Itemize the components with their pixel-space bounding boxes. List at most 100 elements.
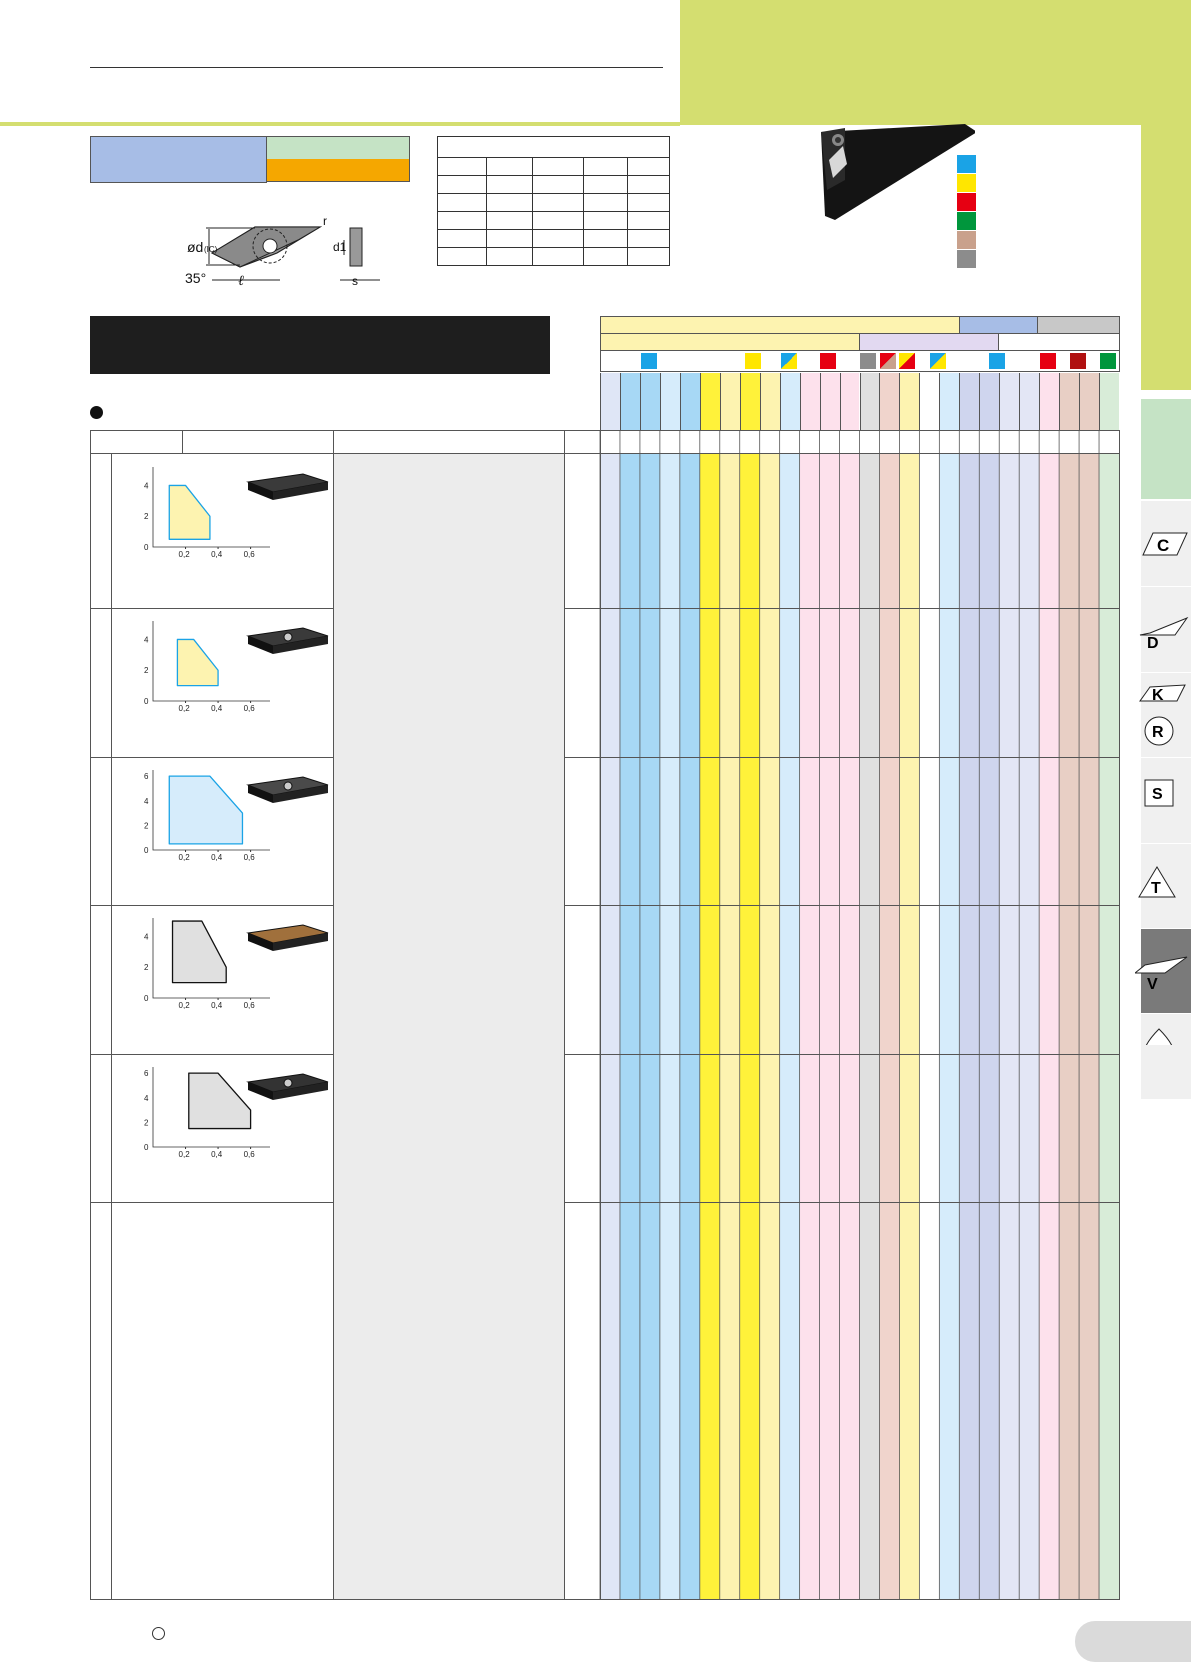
- y-tick-label: 0: [144, 846, 149, 855]
- y-tick-label: 0: [144, 1143, 149, 1152]
- d-shape-icon: D: [1139, 616, 1189, 652]
- tab-v-label: V: [1147, 976, 1158, 993]
- y-tick-label: 2: [144, 1118, 149, 1127]
- y-tick-label: 0: [144, 543, 149, 552]
- feed-depth-chart: 0,2 0,4 0,6 0 2 4 6: [144, 1067, 270, 1159]
- y-tick-label: 2: [144, 963, 149, 972]
- legend-orange-box: [266, 159, 410, 182]
- dimension-table: [437, 136, 670, 266]
- grade-group-other: [1037, 316, 1120, 334]
- insert-dimension-diagram: ød (IC) r 35° ℓ d1 s: [185, 214, 380, 289]
- grade-column-header: [999, 373, 1020, 430]
- material-k-swatch: [957, 193, 976, 211]
- grade-column-header: [1019, 373, 1040, 430]
- grade-column-header: [899, 373, 920, 430]
- grade-header: [600, 316, 1120, 456]
- grade-subgroup-uncoated: [998, 333, 1120, 351]
- x-tick-label: 0,6: [244, 1150, 256, 1159]
- grade-column-header: [1059, 373, 1080, 430]
- cutting-range-area: [176, 638, 219, 687]
- tab-d-label: D: [1147, 635, 1159, 652]
- tab-k-label: K: [1152, 687, 1164, 704]
- grade-column-header: [619, 373, 640, 430]
- grade-group-coated: [600, 316, 960, 334]
- dim-s-label: s: [352, 274, 358, 288]
- w-shape-icon: W: [1145, 1028, 1173, 1045]
- insert-photo: [246, 627, 329, 654]
- tool-holder-image: [821, 124, 975, 220]
- chip-ks: [880, 353, 896, 369]
- side-tab-turning[interactable]: [1141, 398, 1191, 499]
- grade-column-grid: [599, 430, 1119, 1600]
- grade-column-header: [939, 373, 960, 430]
- chip-p: [641, 353, 657, 369]
- side-tab-w[interactable]: [1141, 1013, 1191, 1099]
- grade-column-header: [679, 373, 700, 430]
- chip-pm: [781, 353, 797, 369]
- chip-n: [1100, 353, 1116, 369]
- material-color-legend: [957, 155, 976, 268]
- grade-column-header: [1039, 373, 1060, 430]
- grade-column-header: [859, 373, 880, 430]
- chart-axes: [152, 621, 270, 702]
- dim-l-label: ℓ: [238, 274, 244, 289]
- header-rule: [90, 67, 663, 68]
- chip-m: [745, 353, 761, 369]
- chip-k: [820, 353, 836, 369]
- grade-column-header: [919, 373, 940, 430]
- material-h-swatch: [957, 250, 976, 268]
- feed-depth-chart: 0,2 0,4 0,6 0 2 4: [144, 621, 270, 713]
- y-tick-label: 2: [144, 512, 149, 521]
- grade-column-header: [759, 373, 780, 430]
- grade-column-header: [1079, 373, 1100, 430]
- grade-column-header: [879, 373, 900, 430]
- y-tick-label: 4: [144, 797, 149, 806]
- t-shape-icon: T: [1138, 866, 1176, 898]
- cutting-range-area: [171, 920, 227, 984]
- tab-c-label: C: [1157, 536, 1169, 555]
- cutting-range-area: [168, 484, 211, 540]
- grade-column-header: [1099, 373, 1119, 430]
- grade-column-header: [600, 373, 620, 430]
- chip-pm2: [930, 353, 946, 369]
- chip-k3: [1070, 353, 1086, 369]
- dim-d-label: ød: [187, 239, 203, 255]
- tab-s-label: S: [1152, 786, 1163, 803]
- legend-green-box: [266, 136, 410, 160]
- chart-axes: [152, 1067, 270, 1148]
- feed-depth-chart: 0,2 0,4 0,6 0 2 4: [144, 918, 270, 1010]
- chip-k2: [1040, 353, 1056, 369]
- chart-axes: [152, 918, 270, 999]
- grade-column-header: [739, 373, 760, 430]
- chip-h: [860, 353, 876, 369]
- bullet-marker: [90, 406, 103, 419]
- x-tick-label: 0,6: [244, 853, 256, 862]
- y-tick-label: 4: [144, 635, 149, 644]
- tab-t-label: T: [1151, 880, 1161, 897]
- insert-photo: [246, 473, 329, 500]
- y-tick-label: 0: [144, 697, 149, 706]
- x-tick-label: 0,4: [211, 853, 223, 862]
- grade-column-header: [719, 373, 740, 430]
- feed-depth-chart: 0,2 0,4 0,6 0 2 4 6: [144, 770, 270, 862]
- y-tick-label: 0: [144, 994, 149, 1003]
- v-shape-icon: V: [1135, 956, 1188, 993]
- chart-axes: [152, 770, 270, 851]
- s-shape-icon: S: [1144, 779, 1174, 807]
- registered-mark: [152, 1627, 165, 1640]
- grade-column-header: [799, 373, 820, 430]
- main-table: [90, 430, 1120, 1600]
- material-s-swatch: [957, 231, 976, 249]
- x-tick-label: 0,4: [211, 1150, 223, 1159]
- y-tick-label: 2: [144, 821, 149, 830]
- tab-r-label: R: [1152, 724, 1164, 741]
- x-tick-label: 0,2: [179, 853, 191, 862]
- y-tick-label: 6: [144, 772, 149, 781]
- chip-mk: [899, 353, 915, 369]
- grade-group-cermet: [959, 316, 1038, 334]
- dim-angle-label: 35°: [185, 270, 206, 286]
- y-tick-label: 4: [144, 1094, 149, 1103]
- insert-photo: [246, 924, 329, 951]
- material-n-swatch: [957, 212, 976, 230]
- x-tick-label: 0,6: [244, 1001, 256, 1010]
